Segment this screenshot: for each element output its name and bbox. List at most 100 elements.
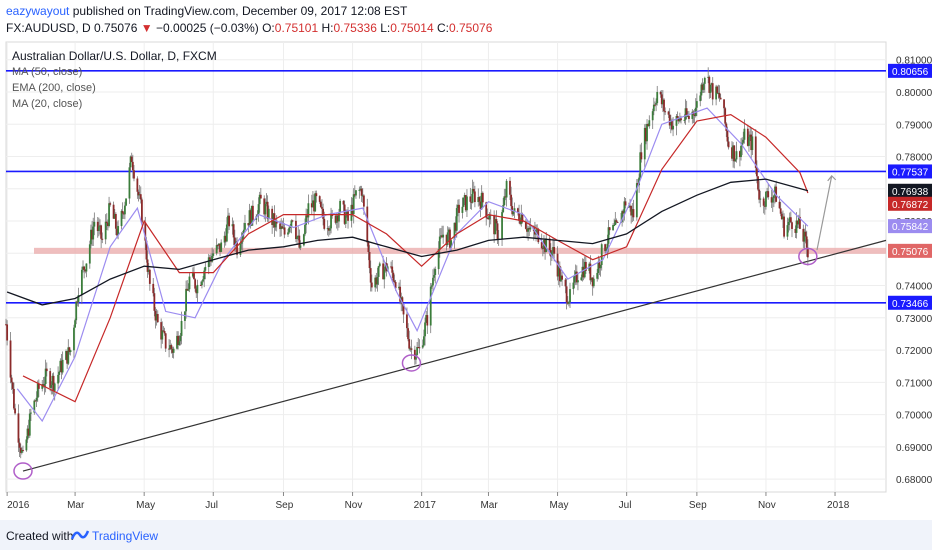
candle-body [231,224,234,227]
candle-body [204,266,207,271]
candle-body [651,111,654,121]
candle-body [613,225,616,227]
candle-body [34,400,37,402]
candle-body [727,141,730,148]
candle-body [512,211,515,215]
ohlc-line: FX:AUDUSD, D 0.75076 ▼ −0.00025 (−0.03%)… [6,21,492,35]
tradingview-brand[interactable]: TradingView [92,529,159,543]
candle-body [289,226,292,228]
candle-body [648,120,651,127]
candle-body [639,152,642,178]
candle-body [646,123,648,142]
candle-body [591,277,594,287]
candle-body [275,220,278,224]
candle-body [802,228,805,242]
candle-body [375,277,378,285]
candle-body [133,170,135,179]
candle-body [195,288,198,294]
candle-body [669,120,672,126]
candle-body [805,236,808,248]
candle-body [675,116,678,126]
candle-body [552,247,554,252]
candle-body [406,314,408,329]
candle-body [667,111,670,115]
candle-body [67,347,70,364]
price-tag [888,183,932,198]
legend-ema200[interactable]: EMA (200, close) [12,82,96,94]
projection-arrow-head [827,174,837,182]
candle-body [52,375,55,391]
candle-body [471,188,474,203]
candle-body [480,192,483,210]
candle-body [733,145,736,162]
candle-body [61,359,64,373]
price-tag [888,164,932,179]
candle-body [239,243,242,255]
candle-body [180,320,183,336]
candle-body [442,234,445,238]
candle-body [799,216,801,229]
candle-body [413,349,416,360]
candle-body [660,94,663,105]
price-tick-label: 0.74000 [896,282,932,293]
candle-body [686,115,689,117]
candle-body [683,119,686,121]
candle-body [58,371,61,375]
candle-body [548,238,551,250]
candle-body [558,265,561,282]
candle-body [57,374,59,384]
candle-body [791,222,793,229]
ema200-line [6,178,809,306]
candle-body [322,208,325,219]
author-link[interactable]: eazywayout [6,4,70,18]
candle-body [155,314,158,321]
candle-body [153,293,156,311]
candle-body [794,228,797,233]
price-tick-label: 0.81000 [896,56,932,67]
legend-ma20[interactable]: MA (20, close) [12,98,83,110]
candle-body [160,322,163,340]
x-tick-label: Sep [275,500,293,511]
candle-body [208,257,211,260]
candle-body [789,217,792,223]
candle-body [590,277,593,281]
candle-body [313,200,315,212]
candle-body [502,205,505,213]
x-tick-label: May [550,500,569,511]
candle-body [630,205,633,216]
candle-body [560,275,562,282]
candle-body [215,245,218,254]
candle-body [247,223,250,226]
price-tick-label: 0.69000 [896,443,932,454]
price-tag-label: 0.80656 [892,67,929,78]
candle-body [139,194,142,200]
candle-body [426,315,429,326]
candle-body [494,219,497,235]
candle-body [446,232,449,245]
x-tick-label: 2016 [7,500,30,511]
candle-body [73,327,75,351]
price-tag-label: 0.75842 [892,222,929,233]
candle-body [477,197,480,203]
candle-body [738,151,741,158]
candle-body [709,84,712,93]
price-tick-label: 0.79000 [896,120,932,131]
candle-body [762,198,765,206]
candle-body [561,275,563,280]
candle-body [249,210,252,226]
candle-body [33,400,36,413]
candle-body [295,220,297,240]
price-chart[interactable]: 0.810000.800000.790000.780000.770000.760… [0,40,932,520]
open-value: 0.75101 [274,21,319,35]
candle-body [358,189,361,191]
candle-body [267,208,270,220]
candle-body [352,194,355,215]
candle-body [725,123,728,131]
candle-body [112,204,115,219]
candle-body [14,408,16,414]
candle-body [117,226,120,236]
candle-body [280,226,283,230]
legend-ma50[interactable]: MA (50, close) [12,66,83,78]
candle-body [652,104,655,112]
candle-body [592,278,595,287]
